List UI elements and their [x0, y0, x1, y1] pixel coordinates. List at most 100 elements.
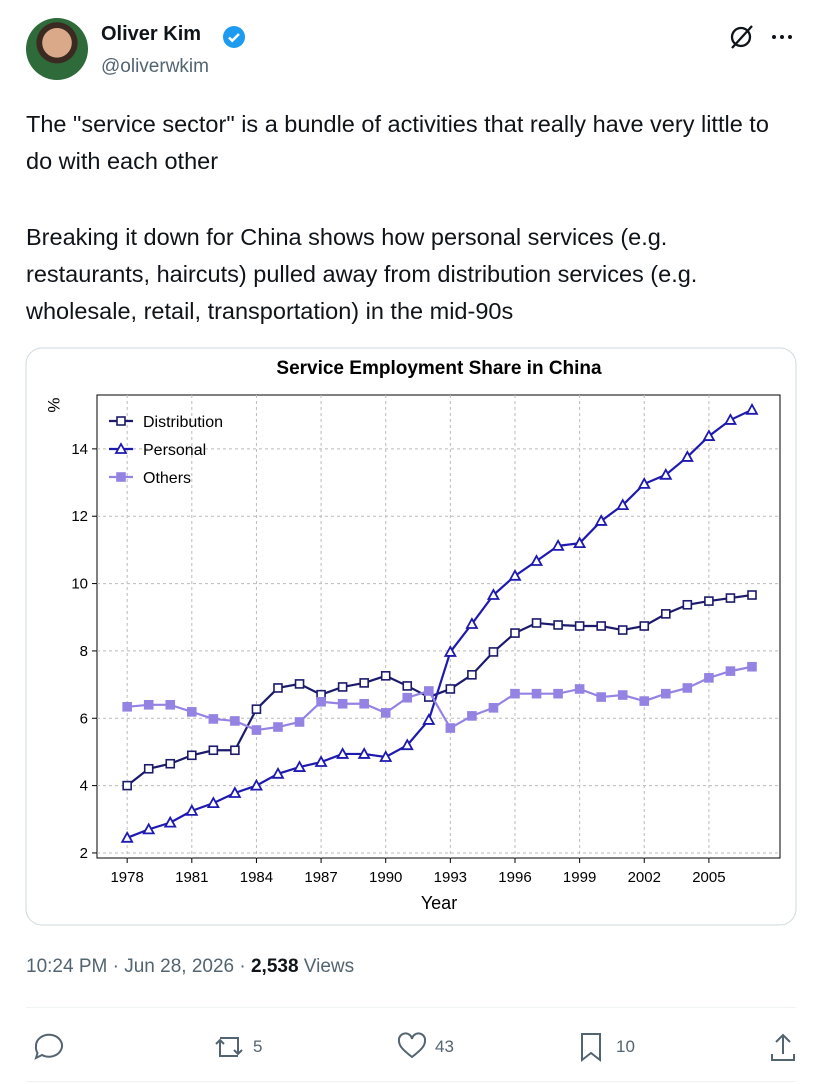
- data-point: [359, 698, 369, 709]
- chart: Service Employment Share in China Year %…: [25, 347, 797, 926]
- header-icons[interactable]: [728, 24, 798, 50]
- data-point: [725, 666, 736, 676]
- y-tick-label: 8: [80, 643, 88, 660]
- data-point: [337, 698, 348, 709]
- data-point: [467, 670, 477, 680]
- data-point: [445, 684, 456, 694]
- data-point: [142, 822, 156, 835]
- data-point: [637, 477, 651, 489]
- timestamp[interactable]: 10:24 PM · Jun 28, 2026 ·: [26, 956, 246, 977]
- data-point: [273, 722, 283, 732]
- data-point: [402, 692, 413, 703]
- x-tick-label: 1984: [240, 869, 273, 886]
- data-point: [294, 717, 305, 727]
- data-point: [337, 682, 348, 692]
- reply-button[interactable]: [34, 1033, 63, 1060]
- data-point: [639, 696, 650, 706]
- y-axis-label: %: [44, 397, 63, 412]
- data-point: [747, 590, 757, 600]
- data-point: [639, 621, 650, 631]
- data-point: [208, 714, 219, 724]
- legend-marker: [116, 472, 126, 482]
- data-point: [271, 766, 285, 779]
- data-point: [596, 621, 606, 631]
- data-point: [230, 745, 240, 756]
- x-tick-label: 1996: [498, 869, 531, 886]
- data-point: [359, 678, 369, 688]
- data-point: [402, 681, 413, 691]
- data-point: [465, 617, 479, 629]
- data-point: [294, 679, 305, 689]
- avatar[interactable]: [26, 18, 88, 80]
- legend-marker: [114, 442, 128, 454]
- bookmark-count: 10: [616, 1037, 635, 1056]
- data-point: [682, 599, 693, 610]
- data-point: [120, 830, 134, 843]
- data-point: [122, 702, 132, 712]
- data-point: [659, 467, 673, 480]
- data-point: [251, 704, 262, 714]
- like-button[interactable]: [397, 1032, 427, 1059]
- data-point: [228, 786, 242, 798]
- data-point: [616, 498, 630, 511]
- y-tick-label: 4: [80, 778, 88, 795]
- data-point: [143, 699, 154, 710]
- data-point: [424, 686, 434, 696]
- divider: [26, 1081, 796, 1082]
- data-point: [725, 593, 736, 603]
- data-point: [488, 703, 499, 713]
- data-point: [143, 763, 154, 774]
- post-meta: 10:24 PM · Jun 28, 2026 · 2,538 Views: [26, 956, 354, 978]
- share-button[interactable]: [771, 1033, 795, 1061]
- action-icons: [34, 1032, 795, 1063]
- legend-label: Personal: [143, 442, 206, 459]
- data-point: [553, 620, 563, 630]
- data-point: [510, 628, 520, 638]
- verified-badge: [223, 26, 245, 48]
- data-point: [704, 673, 714, 683]
- author-name[interactable]: Oliver Kim: [101, 23, 202, 45]
- post-paragraph: Breaking it down for China shows how per…: [26, 224, 698, 324]
- data-point: [594, 514, 608, 526]
- data-point: [682, 683, 693, 693]
- bookmark-button[interactable]: [581, 1033, 601, 1063]
- data-point: [745, 402, 759, 415]
- data-point: [508, 568, 522, 581]
- data-point: [336, 747, 350, 759]
- data-point: [704, 596, 714, 606]
- author-handle[interactable]: @oliverwkim: [101, 56, 209, 77]
- data-point: [467, 711, 477, 721]
- data-point: [165, 758, 176, 769]
- data-point: [553, 688, 563, 699]
- data-point: [208, 745, 219, 756]
- data-point: [251, 725, 262, 735]
- data-point: [531, 688, 542, 699]
- data-point: [293, 760, 307, 772]
- x-tick-label: 1978: [110, 869, 143, 886]
- data-point: [187, 750, 197, 761]
- data-point: [443, 645, 457, 657]
- x-tick-label: 2005: [692, 869, 725, 886]
- data-point: [185, 804, 199, 816]
- chart-title: Service Employment Share in China: [276, 358, 602, 379]
- data-point: [314, 755, 328, 767]
- x-axis-label: Year: [421, 893, 457, 913]
- data-point: [380, 708, 391, 718]
- data-point: [445, 723, 456, 733]
- data-point: [316, 696, 326, 707]
- data-point: [187, 707, 197, 717]
- x-tick-label: 1990: [369, 869, 402, 886]
- data-point: [661, 609, 671, 619]
- data-point: [163, 815, 177, 828]
- data-point: [379, 750, 393, 762]
- data-point: [530, 554, 544, 566]
- repost-button[interactable]: [215, 1037, 243, 1057]
- legend-marker: [116, 416, 126, 426]
- data-point: [574, 684, 585, 694]
- data-point: [702, 429, 716, 441]
- data-point: [488, 647, 499, 657]
- data-point: [230, 716, 240, 726]
- legend-label: Distribution: [143, 414, 223, 431]
- data-point: [273, 683, 283, 693]
